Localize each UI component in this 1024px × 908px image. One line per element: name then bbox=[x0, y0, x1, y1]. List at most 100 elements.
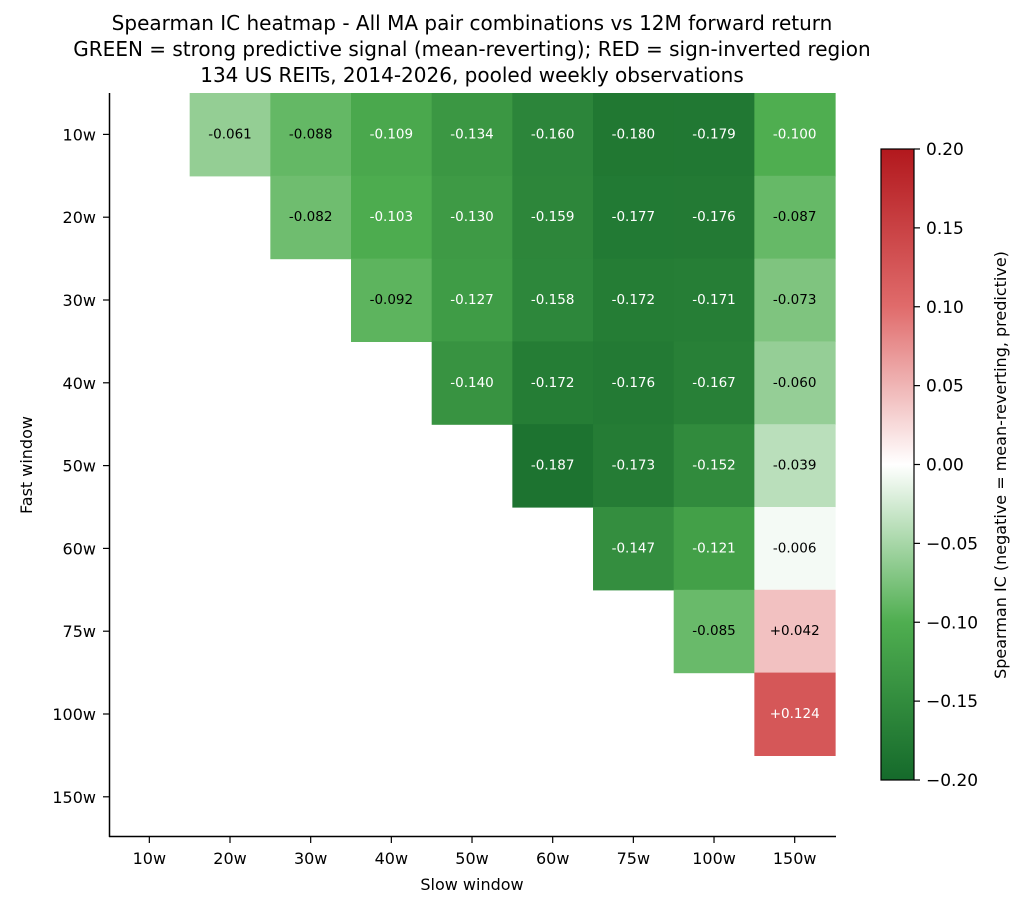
heatmap-cell bbox=[673, 424, 755, 508]
cell-value-label: -0.060 bbox=[773, 375, 817, 391]
cell-value-label: +0.124 bbox=[770, 706, 820, 722]
y-tick-label: 10w bbox=[63, 125, 96, 144]
cell-value-label: -0.177 bbox=[612, 209, 656, 225]
heatmap-cell bbox=[673, 93, 755, 177]
heatmap-cell bbox=[431, 258, 513, 342]
cell-value-label: -0.073 bbox=[773, 292, 817, 308]
colorbar-tick-label: −0.05 bbox=[926, 534, 978, 554]
colorbar-tick-label: 0.20 bbox=[926, 140, 964, 160]
cell-value-label: -0.160 bbox=[531, 126, 575, 142]
cell-value-label: -0.167 bbox=[692, 375, 736, 391]
heatmap-cell bbox=[189, 93, 271, 177]
y-axis-ticks: 10w 20w 30w 40w 50w 60w 75w 100w 150w bbox=[52, 125, 109, 807]
heatmap-cell bbox=[754, 258, 836, 342]
cell-value-label: -0.152 bbox=[692, 458, 736, 474]
y-tick-label: 20w bbox=[63, 208, 96, 227]
heatmap-cell bbox=[673, 175, 755, 260]
colorbar-tick-label: 0.15 bbox=[926, 219, 964, 239]
colorbar-tick-label: −0.15 bbox=[926, 692, 978, 712]
x-tick-label: 75w bbox=[617, 849, 650, 868]
heatmap-cell bbox=[512, 258, 594, 342]
colorbar-tick-label: 0.05 bbox=[926, 377, 964, 397]
y-axis-label: Fast window bbox=[17, 416, 36, 514]
heatmap-cell bbox=[754, 589, 836, 674]
x-tick-label: 40w bbox=[375, 849, 408, 868]
x-tick-label: 60w bbox=[536, 849, 569, 868]
heatmap-cell bbox=[754, 93, 836, 177]
heatmap-cell bbox=[512, 341, 594, 425]
heatmap-cell bbox=[512, 175, 594, 260]
colorbar-label: Spearman IC (negative = mean-reverting, … bbox=[991, 251, 1010, 679]
y-tick-label: 50w bbox=[63, 457, 96, 476]
heatmap-cell bbox=[270, 175, 352, 260]
cell-value-label: -0.127 bbox=[450, 292, 494, 308]
heatmap-cell bbox=[351, 258, 433, 342]
x-tick-label: 20w bbox=[213, 849, 246, 868]
heatmap-cell bbox=[351, 93, 433, 177]
chart-title-line-1: Spearman IC heatmap - All MA pair combin… bbox=[112, 11, 833, 35]
heatmap-cell bbox=[754, 424, 836, 508]
heatmap-cell bbox=[593, 258, 675, 342]
heatmap-cell bbox=[754, 672, 836, 756]
cell-value-label: -0.176 bbox=[692, 209, 736, 225]
cell-value-label: -0.061 bbox=[208, 126, 252, 142]
cell-value-label: -0.130 bbox=[450, 209, 494, 225]
cell-value-label: -0.121 bbox=[692, 540, 736, 556]
heatmap-cell bbox=[512, 424, 594, 508]
heatmap-cell bbox=[431, 175, 513, 260]
y-tick-label: 30w bbox=[63, 291, 96, 310]
cell-value-label: -0.140 bbox=[450, 375, 494, 391]
cell-value-label: -0.039 bbox=[773, 458, 817, 474]
cell-value-label: -0.109 bbox=[370, 126, 414, 142]
cell-value-label: -0.087 bbox=[773, 209, 817, 225]
y-tick-label: 75w bbox=[63, 622, 96, 641]
heatmap-cell bbox=[673, 258, 755, 342]
y-tick-label: 100w bbox=[52, 705, 96, 724]
cell-value-label: -0.006 bbox=[773, 540, 817, 556]
heatmap-cell bbox=[431, 341, 513, 425]
heatmap-cell bbox=[754, 175, 836, 260]
y-tick-label: 60w bbox=[63, 539, 96, 558]
cell-value-label: -0.082 bbox=[289, 209, 333, 225]
y-tick-label: 40w bbox=[63, 374, 96, 393]
colorbar-tick-label: 0.00 bbox=[926, 456, 964, 476]
cell-value-label: -0.172 bbox=[531, 375, 575, 391]
chart-title-line-3: 134 US REITs, 2014-2026, pooled weekly o… bbox=[200, 63, 744, 87]
cell-value-label: -0.088 bbox=[289, 126, 333, 142]
heatmap-cell bbox=[673, 589, 755, 674]
cell-value-label: -0.173 bbox=[612, 458, 656, 474]
heatmap-cell bbox=[593, 341, 675, 425]
cell-value-label: -0.180 bbox=[612, 126, 656, 142]
cell-value-label: -0.147 bbox=[612, 540, 656, 556]
cell-value-label: -0.092 bbox=[370, 292, 414, 308]
cell-value-label: -0.100 bbox=[773, 126, 817, 142]
heatmap-cell bbox=[754, 341, 836, 425]
colorbar-ticks: 0.20 0.15 0.10 0.05 0.00 −0.05 −0.10 −0.15 −0.20 bbox=[914, 140, 978, 791]
cell-value-label: +0.042 bbox=[770, 623, 820, 639]
colorbar-tick-label: −0.10 bbox=[926, 613, 978, 633]
colorbar bbox=[880, 148, 915, 781]
x-tick-label: 30w bbox=[294, 849, 327, 868]
x-tick-label: 50w bbox=[455, 849, 488, 868]
colorbar-tick-label: 0.10 bbox=[926, 298, 964, 318]
heatmap-cell bbox=[351, 175, 433, 260]
heatmap-cell bbox=[593, 93, 675, 177]
cell-value-label: -0.179 bbox=[692, 126, 736, 142]
heatmap-cell bbox=[512, 93, 594, 177]
heatmap-cell bbox=[593, 507, 675, 591]
x-axis-ticks: 10w 20w 30w 40w 50w 60w 75w 100w 150w bbox=[133, 837, 817, 868]
heatmap-cell bbox=[673, 341, 755, 425]
x-axis-label: Slow window bbox=[420, 875, 523, 894]
heatmap-cell bbox=[754, 507, 836, 591]
cell-value-label: -0.176 bbox=[612, 375, 656, 391]
x-tick-label: 100w bbox=[692, 849, 736, 868]
heatmap-cells: -0.061 -0.088 -0.109 -0.134 -0.160 -0.180 -0.1… bbox=[189, 93, 836, 756]
x-tick-label: 10w bbox=[133, 849, 166, 868]
cell-value-label: -0.134 bbox=[450, 126, 494, 142]
cell-value-label: -0.172 bbox=[612, 292, 656, 308]
cell-value-label: -0.103 bbox=[370, 209, 414, 225]
cell-value-label: -0.159 bbox=[531, 209, 575, 225]
heatmap-cell bbox=[593, 424, 675, 508]
heatmap-cell bbox=[431, 93, 513, 177]
